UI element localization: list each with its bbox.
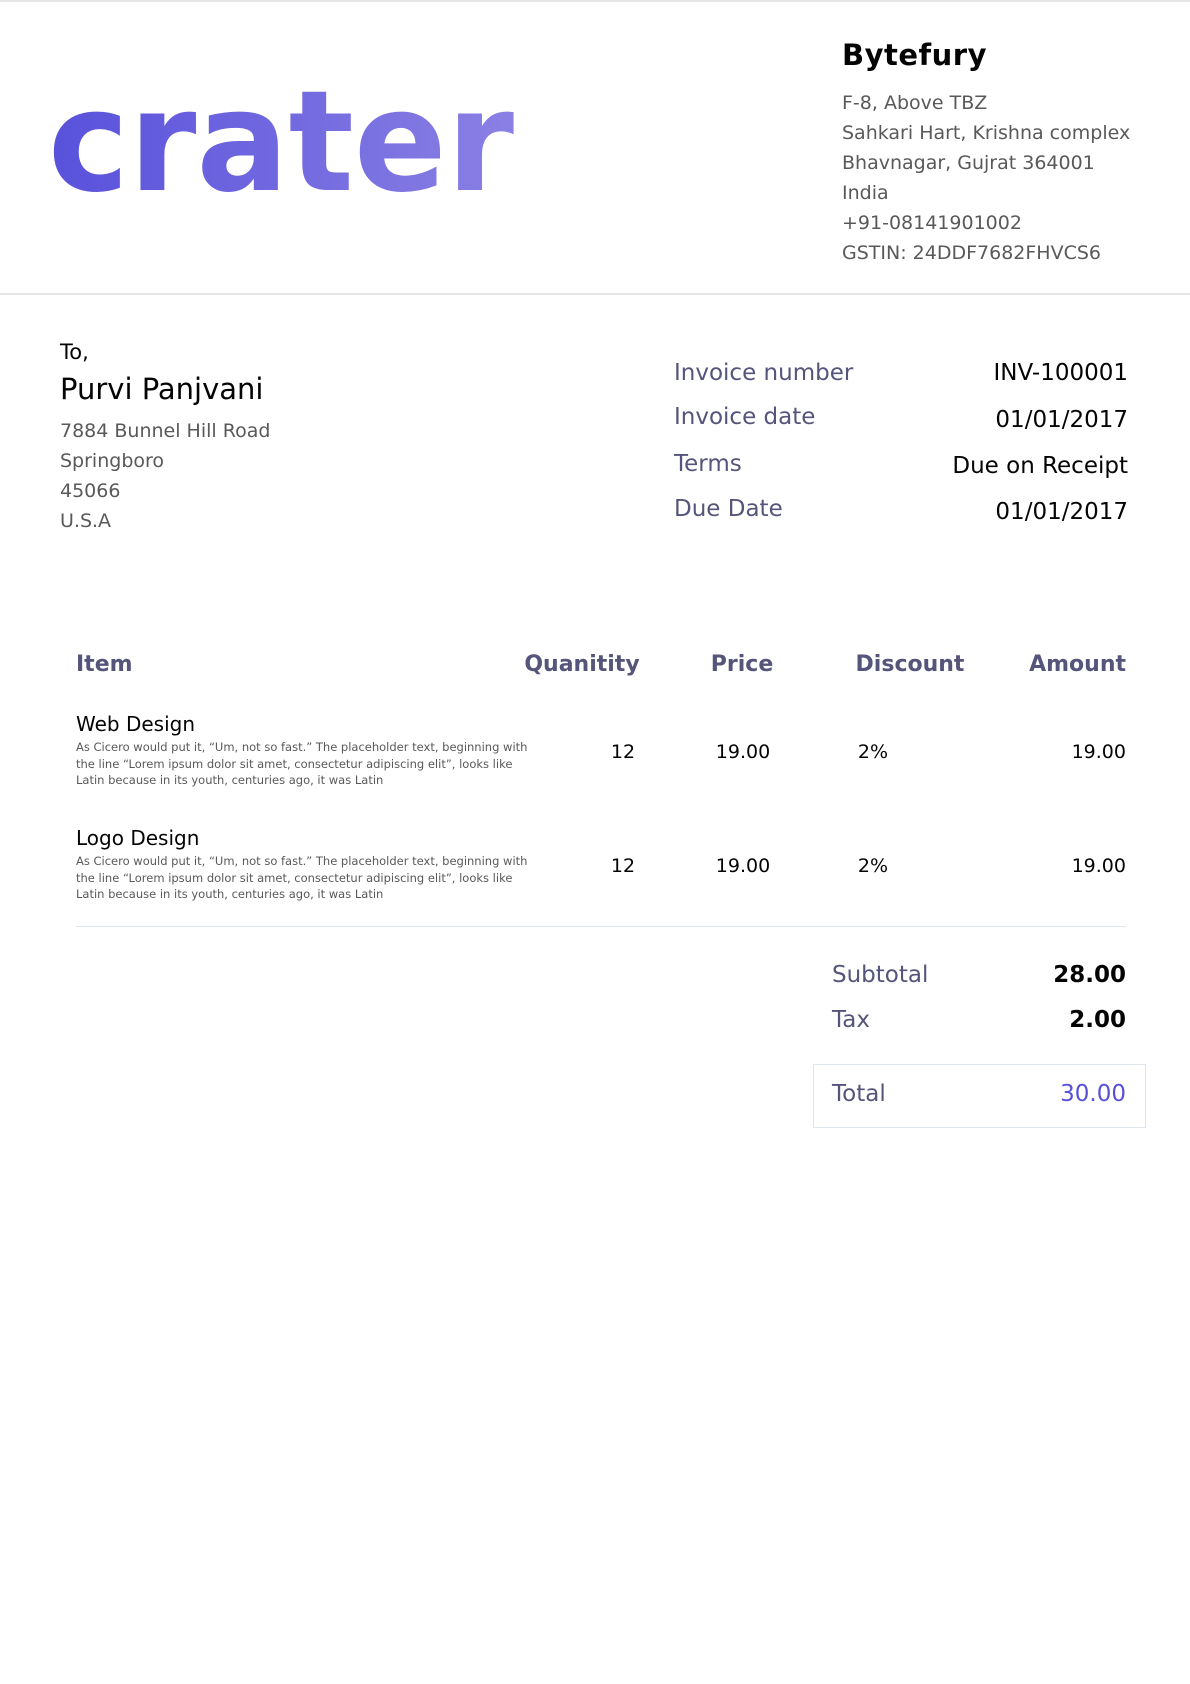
invoice-number-value: INV-100001 (993, 360, 1128, 386)
company-name: Bytefury (842, 38, 988, 72)
item-discount: 2% (857, 855, 889, 877)
top-border (0, 0, 1190, 2)
item-description: As Cicero would put it, “Um, not so fast… (76, 740, 528, 787)
company-address-line: F-8, Above TBZ (842, 92, 988, 114)
customer-address-line: Springboro (60, 450, 165, 472)
item-discount: 2% (857, 741, 889, 763)
total-box (813, 1064, 1146, 1128)
item-quantity: 12 (610, 741, 636, 763)
tax-value: 2.00 (1069, 1007, 1126, 1033)
due-date-value: 01/01/2017 (995, 499, 1128, 525)
company-phone: +91-08141901002 (842, 212, 1022, 234)
column-header-discount: Discount (855, 652, 965, 677)
invoice-number-label: Invoice number (674, 360, 854, 386)
terms-value: Due on Receipt (952, 453, 1128, 479)
total-label: Total (832, 1081, 886, 1107)
header-divider (0, 293, 1190, 295)
invoice-date-label: Invoice date (674, 404, 816, 430)
item-name: Web Design (76, 712, 196, 736)
invoice-date-value: 01/01/2017 (995, 407, 1128, 433)
terms-label: Terms (674, 451, 742, 477)
subtotal-value: 28.00 (1053, 962, 1126, 988)
company-address-line: India (842, 182, 889, 204)
column-header-price: Price (710, 652, 774, 677)
crater-logo: crater (48, 80, 514, 200)
customer-address-line: 45066 (60, 480, 121, 502)
subtotal-label: Subtotal (832, 962, 929, 988)
total-value: 30.00 (1060, 1081, 1126, 1107)
bill-to-label: To, (60, 340, 89, 364)
tax-label: Tax (832, 1007, 870, 1033)
item-quantity: 12 (610, 855, 636, 877)
item-price: 19.00 (715, 855, 771, 877)
column-header-item: Item (76, 652, 133, 677)
column-header-quantity: Quanitity (524, 652, 640, 677)
table-divider (76, 926, 1126, 927)
svg-text:crater: crater (48, 80, 514, 200)
column-header-amount: Amount (1029, 652, 1126, 677)
customer-address-line: 7884 Bunnel Hill Road (60, 420, 271, 442)
item-amount: 19.00 (1071, 741, 1126, 763)
item-name: Logo Design (76, 826, 200, 850)
item-amount: 19.00 (1071, 855, 1126, 877)
company-address-line: Sahkari Hart, Krishna complex (842, 122, 1131, 144)
item-description: As Cicero would put it, “Um, not so fast… (76, 854, 528, 901)
company-address-line: Bhavnagar, Gujrat 364001 (842, 152, 1095, 174)
item-price: 19.00 (715, 741, 771, 763)
customer-address-line: U.S.A (60, 510, 112, 532)
due-date-label: Due Date (674, 496, 783, 522)
company-gstin: GSTIN: 24DDF7682FHVCS6 (842, 242, 1101, 264)
customer-name: Purvi Panjvani (60, 372, 264, 406)
